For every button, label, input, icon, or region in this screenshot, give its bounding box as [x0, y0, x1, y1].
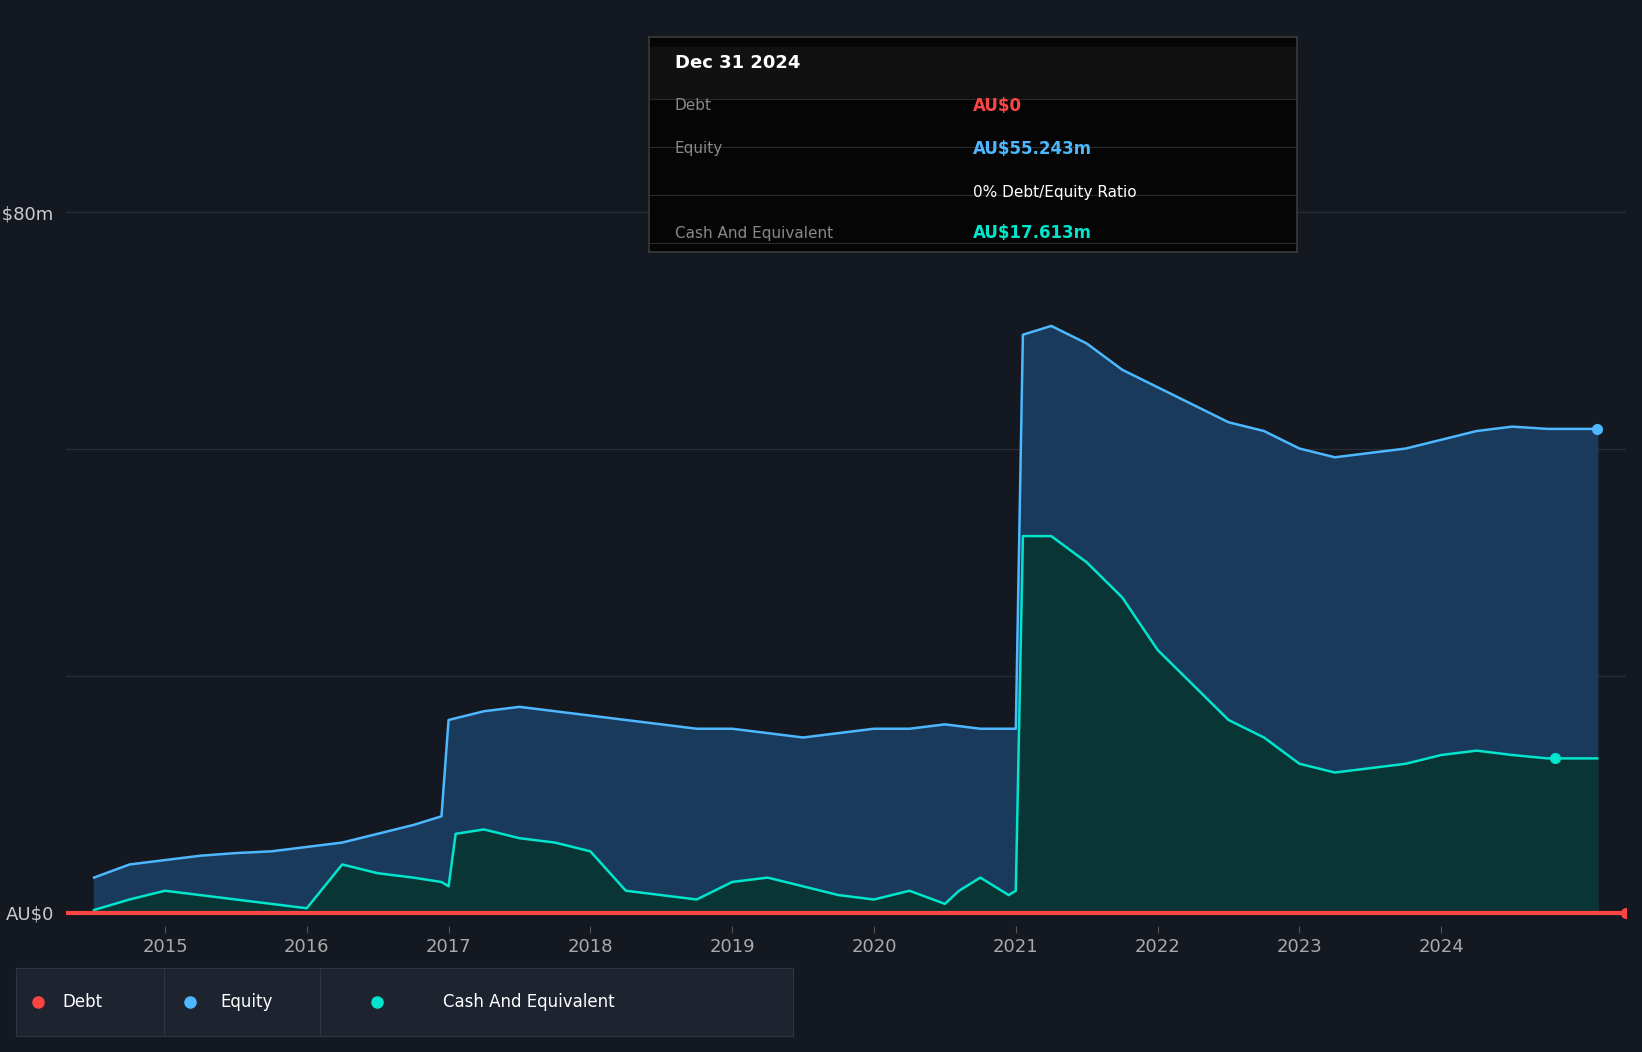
Bar: [649, 46, 1297, 99]
Text: Dec 31 2024: Dec 31 2024: [675, 54, 800, 72]
Text: AU$0: AU$0: [974, 97, 1021, 115]
Text: Cash And Equivalent: Cash And Equivalent: [675, 225, 832, 241]
Text: Debt: Debt: [675, 98, 711, 114]
Text: Debt: Debt: [62, 993, 103, 1011]
Text: Cash And Equivalent: Cash And Equivalent: [443, 993, 614, 1011]
Text: AU$17.613m: AU$17.613m: [974, 224, 1092, 242]
Text: Equity: Equity: [220, 993, 273, 1011]
Text: AU$55.243m: AU$55.243m: [974, 140, 1092, 158]
Text: 0% Debt/Equity Ratio: 0% Debt/Equity Ratio: [974, 184, 1136, 200]
Text: Equity: Equity: [675, 141, 722, 157]
